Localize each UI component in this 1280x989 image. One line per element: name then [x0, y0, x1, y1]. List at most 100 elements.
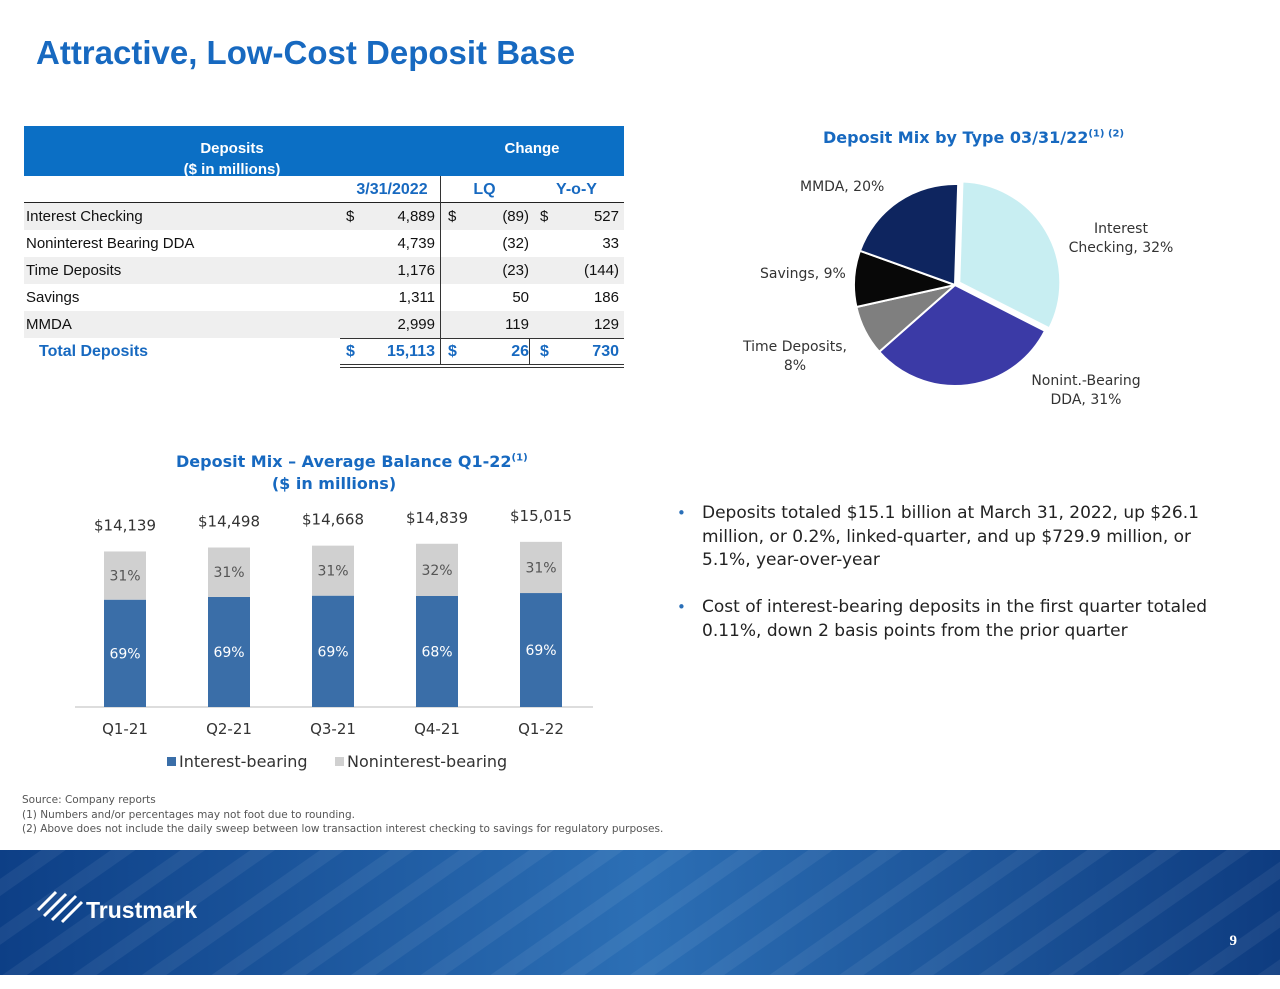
- bar-segment: [104, 599, 146, 707]
- bar-segment: [208, 547, 250, 597]
- total-label: $14,498: [198, 513, 260, 531]
- row-band: [24, 257, 624, 284]
- table-cell: 1,176: [397, 262, 435, 279]
- total-cell: $: [540, 343, 549, 360]
- table-cell: Time Deposits: [26, 262, 122, 279]
- bullet-dot: •: [677, 598, 686, 616]
- header-text: ($ in millions): [183, 161, 281, 178]
- bar-segment: [416, 543, 458, 597]
- title-note: (1) (2): [1088, 128, 1125, 140]
- segment-label: 69%: [317, 644, 348, 660]
- total-cell: $: [346, 343, 355, 360]
- bullet: Deposits totaled $15.1 billion at March …: [702, 503, 1199, 570]
- segment-label: 69%: [109, 646, 140, 662]
- total-cell: 15,113: [386, 343, 435, 360]
- table-cell: 527: [593, 208, 619, 225]
- segment-label: 31%: [525, 560, 556, 576]
- segment-label: 31%: [317, 564, 348, 580]
- x-tick-label: Q1-22: [518, 720, 564, 738]
- column-header: 3/31/2022: [356, 181, 428, 198]
- row-band: [24, 203, 624, 230]
- segment-label: 31%: [109, 569, 140, 585]
- rule: [24, 202, 624, 203]
- table-cell: (89): [502, 208, 529, 225]
- header-text: Deposits: [200, 140, 264, 157]
- table-cell: $: [448, 208, 457, 225]
- pie-slice: [877, 283, 1047, 387]
- table-cell: 4,889: [397, 208, 435, 225]
- rule: [440, 176, 441, 365]
- total-cell: 730: [592, 343, 619, 360]
- total-label: $14,139: [94, 516, 156, 534]
- bar-segment: [520, 593, 562, 707]
- rule: [340, 338, 624, 339]
- segment-label: 69%: [213, 645, 244, 661]
- x-tick-label: Q3-21: [310, 720, 356, 738]
- table-cell: MMDA: [26, 316, 72, 333]
- x-tick-label: Q4-21: [414, 720, 460, 738]
- segment-label: 32%: [421, 563, 452, 579]
- bar-segment: [416, 596, 458, 707]
- total-label: $14,839: [406, 509, 468, 527]
- footnote: Source: Company reports: [22, 794, 156, 806]
- rule: [340, 364, 624, 365]
- table-cell: Interest Checking: [26, 208, 143, 225]
- segment-label: 31%: [213, 565, 244, 581]
- table-cell: (32): [502, 235, 529, 252]
- bullet-dot: •: [677, 504, 686, 522]
- legend-label: Noninterest-bearing: [347, 752, 507, 771]
- x-tick-label: Q2-21: [206, 720, 252, 738]
- pie-slice: [858, 183, 960, 287]
- legend-swatch: [335, 757, 344, 766]
- bullet: Cost of interest-bearing deposits in the…: [702, 597, 1208, 641]
- total-label: $14,668: [302, 511, 364, 529]
- legend-swatch: [167, 757, 176, 766]
- table-cell: 186: [593, 289, 619, 306]
- table-cell: 2,999: [397, 316, 435, 333]
- rule: [340, 367, 624, 368]
- table-cell: 4,739: [397, 235, 435, 252]
- slice-label: Time Deposits, 8%: [743, 339, 847, 374]
- bar-segment: [104, 551, 146, 600]
- header-text: Change: [504, 140, 560, 157]
- column-header: LQ: [473, 181, 496, 198]
- rule: [529, 338, 530, 365]
- table-header: [24, 126, 624, 176]
- chart-title: Deposit Mix – Average Balance Q1-22(1): [176, 452, 528, 471]
- column-header: Y-o-Y: [556, 181, 597, 198]
- table-cell: $: [346, 208, 355, 225]
- table-cell: 129: [593, 316, 619, 333]
- chart-subtitle: ($ in millions): [271, 474, 397, 493]
- segment-label: 69%: [525, 643, 556, 659]
- footnote: (1) Numbers and/or percentages may not f…: [22, 808, 355, 821]
- logo-mark: [36, 890, 84, 924]
- table-cell: 33: [602, 235, 619, 252]
- bar-segment: [520, 541, 562, 594]
- segment-label: 68%: [421, 645, 452, 661]
- footer-pattern: [0, 850, 1280, 975]
- slice-label: Savings, 9%: [760, 266, 846, 282]
- table-cell: (144): [583, 262, 619, 279]
- table-cell: Noninterest Bearing DDA: [26, 235, 195, 252]
- page-number: 9: [1230, 933, 1238, 949]
- bar-segment: [312, 595, 354, 707]
- total-cell: Total Deposits: [39, 343, 149, 360]
- total-cell: $: [448, 343, 457, 360]
- total-label: $15,015: [510, 507, 572, 525]
- title-note: (1): [511, 452, 528, 464]
- deposit-table: Deposits ($ in millions) Change 3/31/2022…: [24, 126, 624, 368]
- table-cell: (23): [502, 262, 529, 279]
- slice-label: Nonint.-Bearing DDA, 31%: [1031, 373, 1141, 408]
- table-cell: 1,311: [398, 289, 435, 306]
- bar-segment: [208, 596, 250, 707]
- table-cell: Savings: [26, 289, 80, 306]
- total-cell: 26: [511, 343, 529, 360]
- table-cell: 50: [512, 289, 529, 306]
- row-band: [24, 311, 624, 338]
- slice-label: Interest Checking, 32%: [1068, 221, 1174, 256]
- logo-text: Trustmark: [86, 897, 197, 923]
- legend-label: Interest-bearing: [179, 752, 308, 771]
- slice-label: MMDA, 20%: [800, 179, 885, 195]
